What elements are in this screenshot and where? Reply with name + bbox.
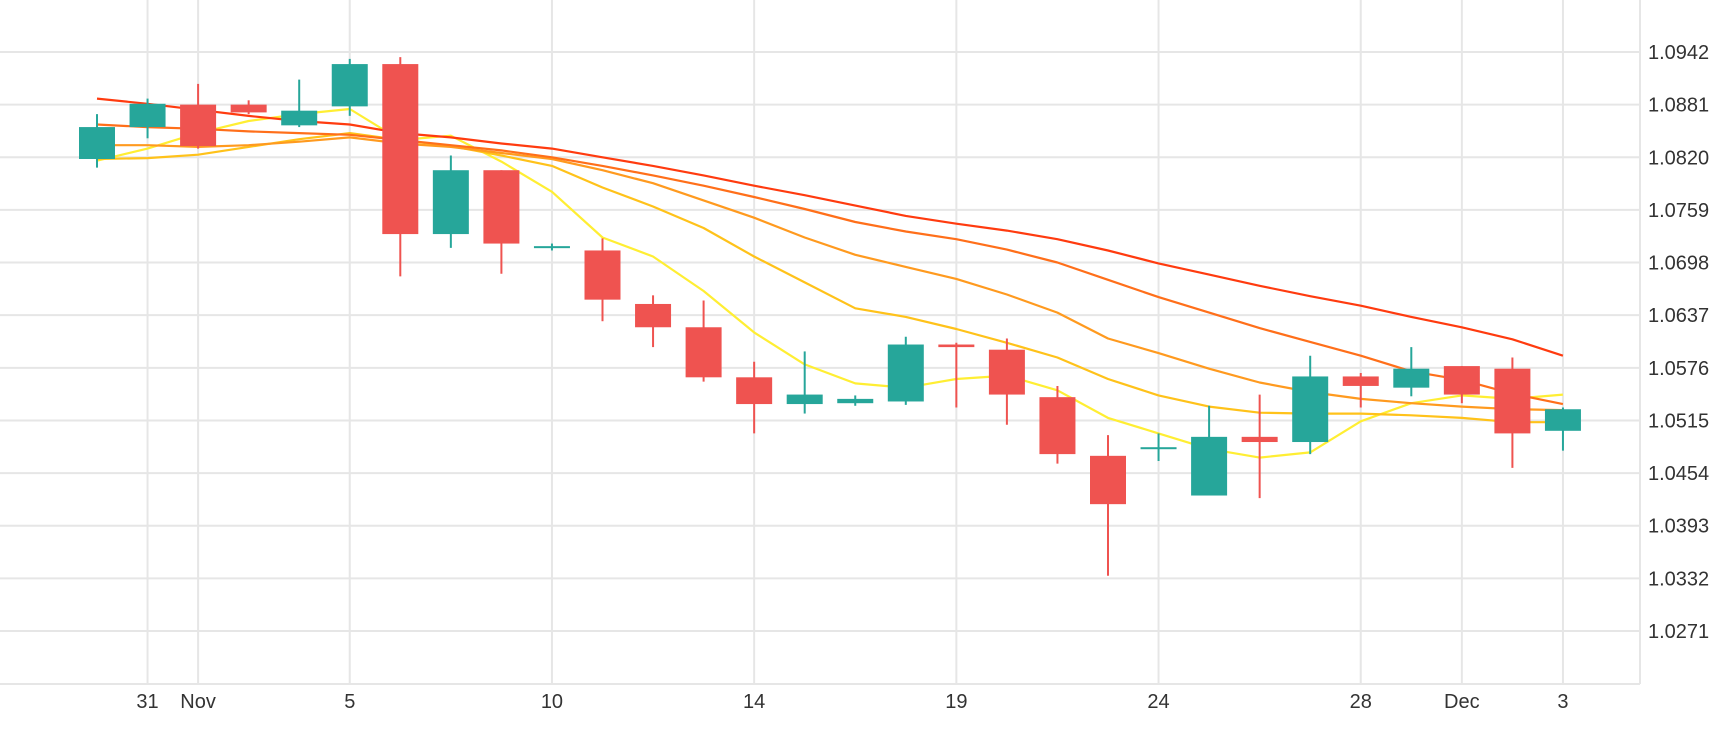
- candle-body: [1544, 409, 1581, 431]
- y-tick-label: 1.0454: [1648, 463, 1709, 485]
- candle: [533, 243, 570, 251]
- candle: [281, 79, 318, 128]
- candle: [1191, 405, 1228, 496]
- candle-body: [1140, 447, 1177, 450]
- candle-body: [1241, 436, 1278, 443]
- candle: [1494, 357, 1531, 468]
- candle: [1292, 355, 1329, 455]
- x-tick-label: 14: [743, 691, 765, 713]
- candle-body: [1039, 397, 1076, 455]
- candle-body: [1443, 366, 1480, 395]
- y-tick-label: 1.0515: [1648, 410, 1709, 432]
- candle-body: [837, 398, 874, 404]
- candle: [584, 238, 621, 322]
- candle-body: [331, 64, 368, 107]
- candle: [1039, 385, 1076, 464]
- candle: [129, 98, 166, 139]
- candle: [432, 155, 469, 248]
- candle: [331, 58, 368, 116]
- candle: [1241, 394, 1278, 499]
- x-tick-label: 31: [136, 691, 158, 713]
- y-tick-label: 1.0271: [1648, 621, 1709, 643]
- y-tick-label: 1.0576: [1648, 358, 1709, 380]
- candle-body: [1191, 436, 1228, 496]
- x-axis: 31 Nov 5 10 14 19 24 28 Dec 3: [136, 691, 1568, 713]
- candle-body: [432, 170, 469, 235]
- candle: [382, 57, 419, 277]
- candle-body: [1090, 455, 1126, 505]
- moving-average-line: [96, 123, 1564, 406]
- x-tick-label: 5: [344, 691, 355, 713]
- x-tick-label: Dec: [1444, 691, 1480, 713]
- candle-body: [382, 64, 419, 235]
- y-tick-label: 1.0393: [1648, 516, 1709, 538]
- candle: [1393, 347, 1430, 397]
- y-tick-label: 1.0942: [1648, 42, 1709, 64]
- candle: [483, 170, 520, 274]
- y-tick-label: 1.0820: [1648, 147, 1709, 169]
- candle: [180, 83, 217, 149]
- candle: [786, 351, 823, 414]
- x-tick-label: 28: [1350, 691, 1372, 713]
- candle: [988, 338, 1025, 425]
- candle-body: [1494, 368, 1531, 434]
- candle-body: [533, 246, 570, 249]
- candle-body: [685, 327, 722, 378]
- moving-average-line: [97, 136, 1563, 412]
- y-tick-label: 1.0759: [1648, 200, 1709, 222]
- candle-body: [281, 110, 318, 126]
- candle-body: [887, 344, 924, 402]
- candle: [230, 100, 267, 115]
- candle-body: [1292, 376, 1329, 443]
- candle: [79, 114, 115, 168]
- y-tick-label: 1.0637: [1648, 305, 1709, 327]
- candle-body: [635, 303, 672, 328]
- candle-body: [988, 349, 1025, 395]
- candle: [736, 361, 773, 434]
- candle-body: [129, 103, 166, 128]
- x-tick-label: 3: [1557, 691, 1568, 713]
- grid: [0, 0, 1641, 685]
- candle: [1342, 372, 1379, 408]
- candle: [685, 300, 722, 382]
- x-tick-label: 10: [541, 691, 563, 713]
- y-axis: 1.0942 1.0881 1.0820 1.0759 1.0698 1.0637 1.05…: [1648, 42, 1709, 643]
- x-tick-label: Nov: [180, 691, 216, 713]
- candle-body: [1342, 376, 1379, 386]
- x-tick-label: 19: [945, 691, 967, 713]
- moving-average-line: [96, 97, 1564, 357]
- candle-body: [483, 170, 520, 244]
- y-tick-label: 1.0698: [1648, 253, 1709, 275]
- candle: [1544, 407, 1581, 451]
- moving-average-line: [96, 107, 1563, 459]
- x-tick-label: 24: [1147, 691, 1169, 713]
- candle-body: [230, 104, 267, 113]
- candle: [1443, 366, 1480, 404]
- moving-average-lines: [96, 97, 1564, 459]
- candle-body: [180, 104, 217, 147]
- candle-body: [79, 127, 115, 159]
- candles: [79, 57, 1581, 576]
- candle: [887, 336, 924, 405]
- candle: [837, 395, 874, 406]
- candle-body: [786, 394, 823, 405]
- candle: [1140, 433, 1177, 462]
- candle-body: [1393, 368, 1430, 388]
- candle-body: [736, 377, 773, 405]
- candle: [938, 342, 975, 408]
- y-tick-label: 1.0332: [1648, 568, 1709, 590]
- candle: [635, 295, 672, 348]
- candle-body: [938, 344, 975, 348]
- candle-body: [584, 250, 621, 300]
- candle: [1090, 435, 1126, 576]
- y-tick-label: 1.0881: [1648, 95, 1709, 117]
